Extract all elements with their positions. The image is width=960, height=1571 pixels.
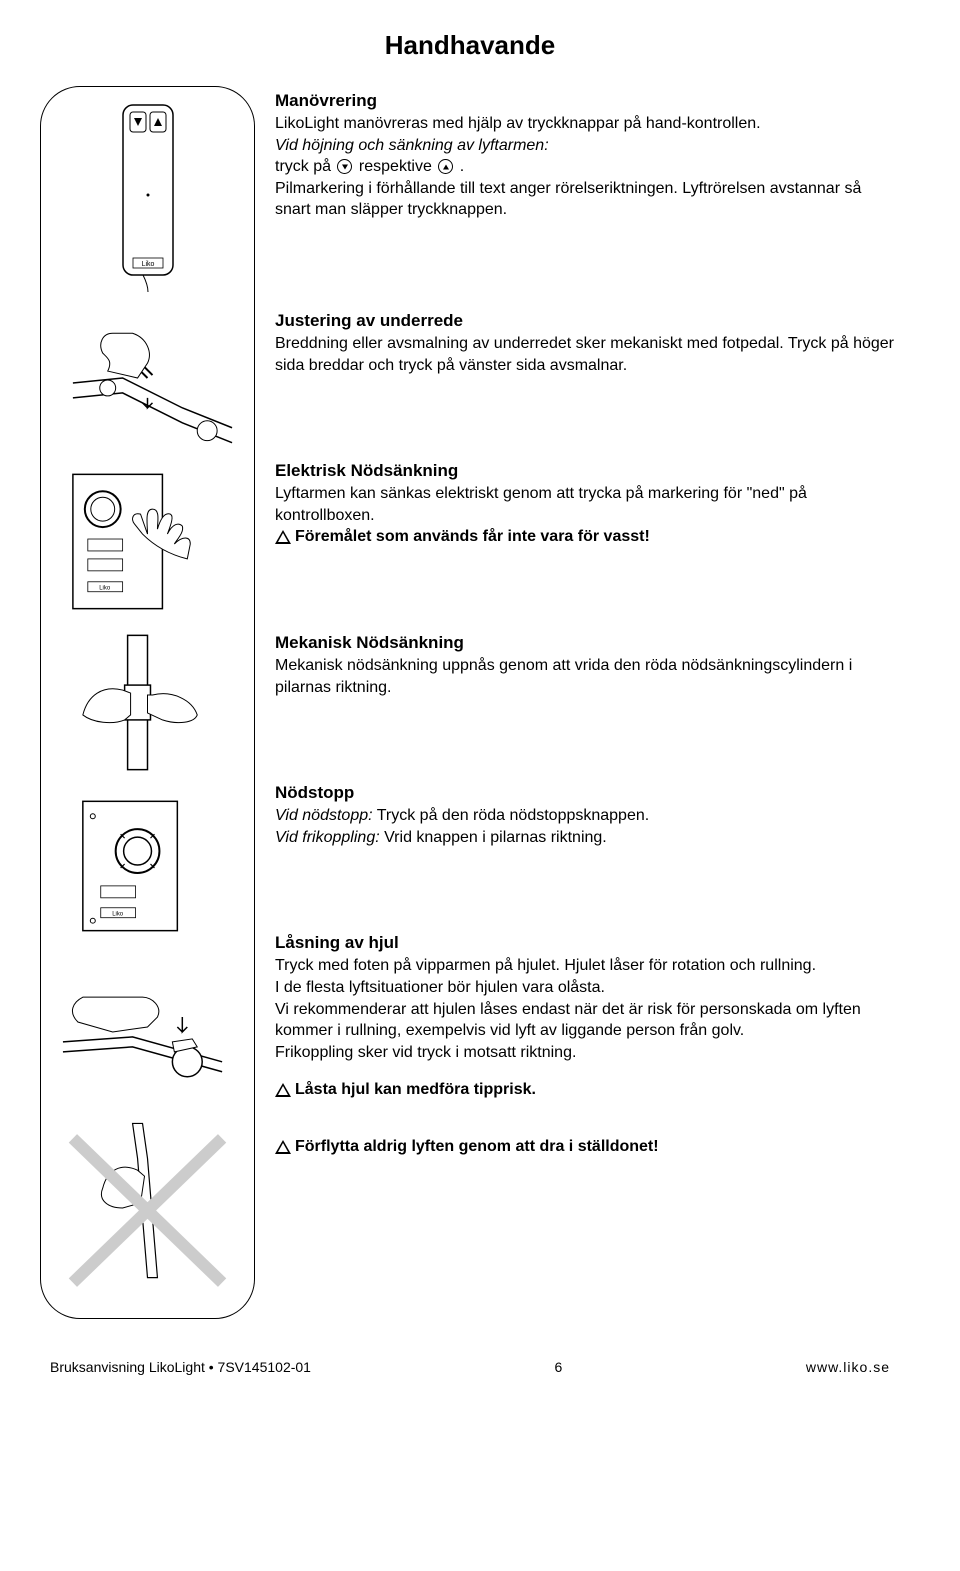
body-text: Vid nödstopp: Tryck på den röda nödstopp… [275, 805, 900, 827]
warning-line: Förflytta aldrig lyften genom att dra i … [275, 1136, 900, 1158]
italic-text: Vid höjning och sänkning av lyftarmen: [275, 137, 549, 154]
svg-text:Liko: Liko [141, 261, 154, 268]
section-title: Justering av underrede [275, 311, 900, 331]
warning-text: Förflytta aldrig lyften genom att dra i … [295, 1138, 659, 1155]
italic-label: Vid frikoppling: [275, 829, 380, 846]
italic-label: Vid nödstopp: [275, 807, 373, 824]
illustration-wheel-lock [53, 947, 242, 1102]
svg-text:Liko: Liko [112, 912, 124, 918]
underrede-icon [53, 303, 242, 458]
body-text: Vid frikoppling: Vrid knappen i pilarnas… [275, 827, 900, 849]
page-footer: Bruksanvisning LikoLight • 7SV145102-01 … [40, 1359, 900, 1375]
text-frag: . [455, 158, 464, 175]
down-arrow-icon [337, 159, 352, 174]
content-row: Liko [40, 86, 900, 1319]
illustration-remote: Liko [53, 97, 242, 297]
svg-text:Liko: Liko [99, 586, 111, 592]
section-mekanisk: Mekanisk Nödsänkning Mekanisk nödsänknin… [275, 633, 900, 698]
body-text: LikoLight manövreras med hjälp av tryckk… [275, 113, 900, 135]
warning-line: Låsta hjul kan medföra tipprisk. [275, 1079, 900, 1101]
text-frag: Tryck på den röda nödstoppsknappen. [373, 807, 650, 824]
body-text: Frikoppling sker vid tryck i motsatt rik… [275, 1042, 900, 1064]
page-container: Handhavande Liko [0, 0, 960, 1395]
warning-text: Föremålet som används får inte vara för … [295, 528, 650, 545]
control-box-icon: Liko [53, 464, 242, 619]
body-text: Lyftarmen kan sänkas elektriskt genom at… [275, 483, 900, 526]
illustration-underrede [53, 303, 242, 458]
wheel-lock-icon [53, 947, 242, 1102]
footer-page-number: 6 [555, 1359, 563, 1375]
body-text: Pilmarkering i förhållande till text ang… [275, 178, 900, 221]
body-text: Vid höjning och sänkning av lyftarmen: [275, 135, 900, 157]
up-arrow-icon [438, 159, 453, 174]
remote-control-icon: Liko [108, 100, 188, 295]
estop-icon: Liko [53, 786, 242, 941]
section-title: Mekanisk Nödsänkning [275, 633, 900, 653]
body-text: I de flesta lyftsituationer bör hjulen v… [275, 977, 900, 999]
section-title: Manövrering [275, 91, 900, 111]
illustration-cross [53, 1108, 242, 1308]
section-title: Låsning av hjul [275, 933, 900, 953]
cylinder-icon [53, 625, 242, 780]
warning-line: Föremålet som används får inte vara för … [275, 526, 900, 548]
illustration-mekanisk [53, 625, 242, 780]
illustration-column: Liko [40, 86, 255, 1319]
body-text: Mekanisk nödsänkning uppnås genom att vr… [275, 655, 900, 698]
do-not-pull-icon [53, 1108, 242, 1308]
illustration-elektrisk: Liko [53, 464, 242, 619]
body-text: Breddning eller avsmalning av underredet… [275, 333, 900, 376]
section-elektrisk: Elektrisk Nödsänkning Lyftarmen kan sänk… [275, 461, 900, 548]
body-text: tryck på respektive . [275, 156, 900, 178]
text-frag: respektive [354, 158, 436, 175]
section-lasning: Låsning av hjul Tryck med foten på vippa… [275, 933, 900, 1157]
warning-triangle-icon [275, 530, 291, 544]
footer-url: www.liko.se [806, 1359, 890, 1375]
section-title: Elektrisk Nödsänkning [275, 461, 900, 481]
section-manovrering: Manövrering LikoLight manövreras med hjä… [275, 91, 900, 221]
body-text: Vi rekommenderar att hjulen låses endast… [275, 999, 900, 1042]
section-title: Nödstopp [275, 783, 900, 803]
section-justering: Justering av underrede Breddning eller a… [275, 311, 900, 376]
warning-text: Låsta hjul kan medföra tipprisk. [295, 1081, 536, 1098]
text-frag: tryck på [275, 158, 335, 175]
text-column: Manövrering LikoLight manövreras med hjä… [275, 86, 900, 1319]
illustration-panel: Liko [40, 86, 255, 1319]
warning-triangle-icon [275, 1140, 291, 1154]
text-frag: Vrid knappen i pilarnas riktning. [380, 829, 607, 846]
page-title: Handhavande [40, 30, 900, 61]
section-nodstopp: Nödstopp Vid nödstopp: Tryck på den röda… [275, 783, 900, 848]
footer-left: Bruksanvisning LikoLight • 7SV145102-01 [50, 1359, 311, 1375]
warning-triangle-icon [275, 1083, 291, 1097]
body-text: Tryck med foten på vipparmen på hjulet. … [275, 955, 900, 977]
illustration-nodstopp: Liko [53, 786, 242, 941]
